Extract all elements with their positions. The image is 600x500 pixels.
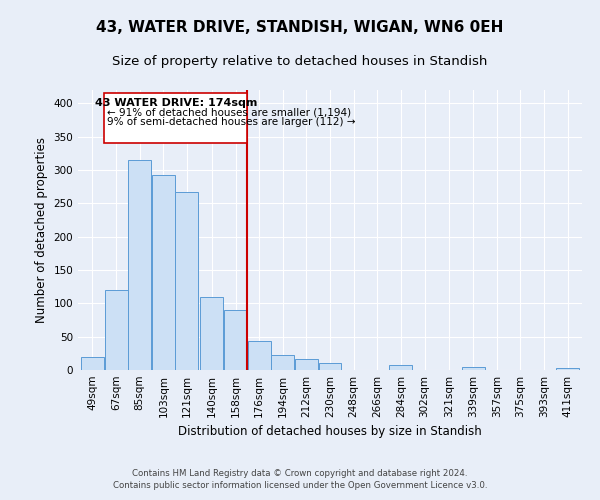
Bar [271, 356, 294, 370]
Bar [81, 356, 104, 370]
X-axis label: Distribution of detached houses by size in Standish: Distribution of detached houses by size … [178, 426, 482, 438]
Text: 43, WATER DRIVE, STANDISH, WIGAN, WN6 0EH: 43, WATER DRIVE, STANDISH, WIGAN, WN6 0E… [97, 20, 503, 35]
Text: 9% of semi-detached houses are larger (112) →: 9% of semi-detached houses are larger (1… [107, 116, 355, 126]
Text: Size of property relative to detached houses in Standish: Size of property relative to detached ho… [112, 55, 488, 68]
Y-axis label: Number of detached properties: Number of detached properties [35, 137, 48, 323]
Bar [556, 368, 579, 370]
Bar [319, 364, 341, 370]
Text: 43 WATER DRIVE: 174sqm: 43 WATER DRIVE: 174sqm [95, 98, 257, 108]
Bar [224, 310, 247, 370]
FancyBboxPatch shape [104, 94, 247, 144]
Bar [461, 366, 485, 370]
Bar [152, 176, 175, 370]
Text: Contains HM Land Registry data © Crown copyright and database right 2024.
Contai: Contains HM Land Registry data © Crown c… [113, 468, 487, 490]
Text: ← 91% of detached houses are smaller (1,194): ← 91% of detached houses are smaller (1,… [107, 108, 351, 118]
Bar [295, 358, 318, 370]
Bar [248, 340, 271, 370]
Bar [389, 364, 412, 370]
Bar [128, 160, 151, 370]
Bar [175, 192, 199, 370]
Bar [200, 296, 223, 370]
Bar [104, 290, 128, 370]
